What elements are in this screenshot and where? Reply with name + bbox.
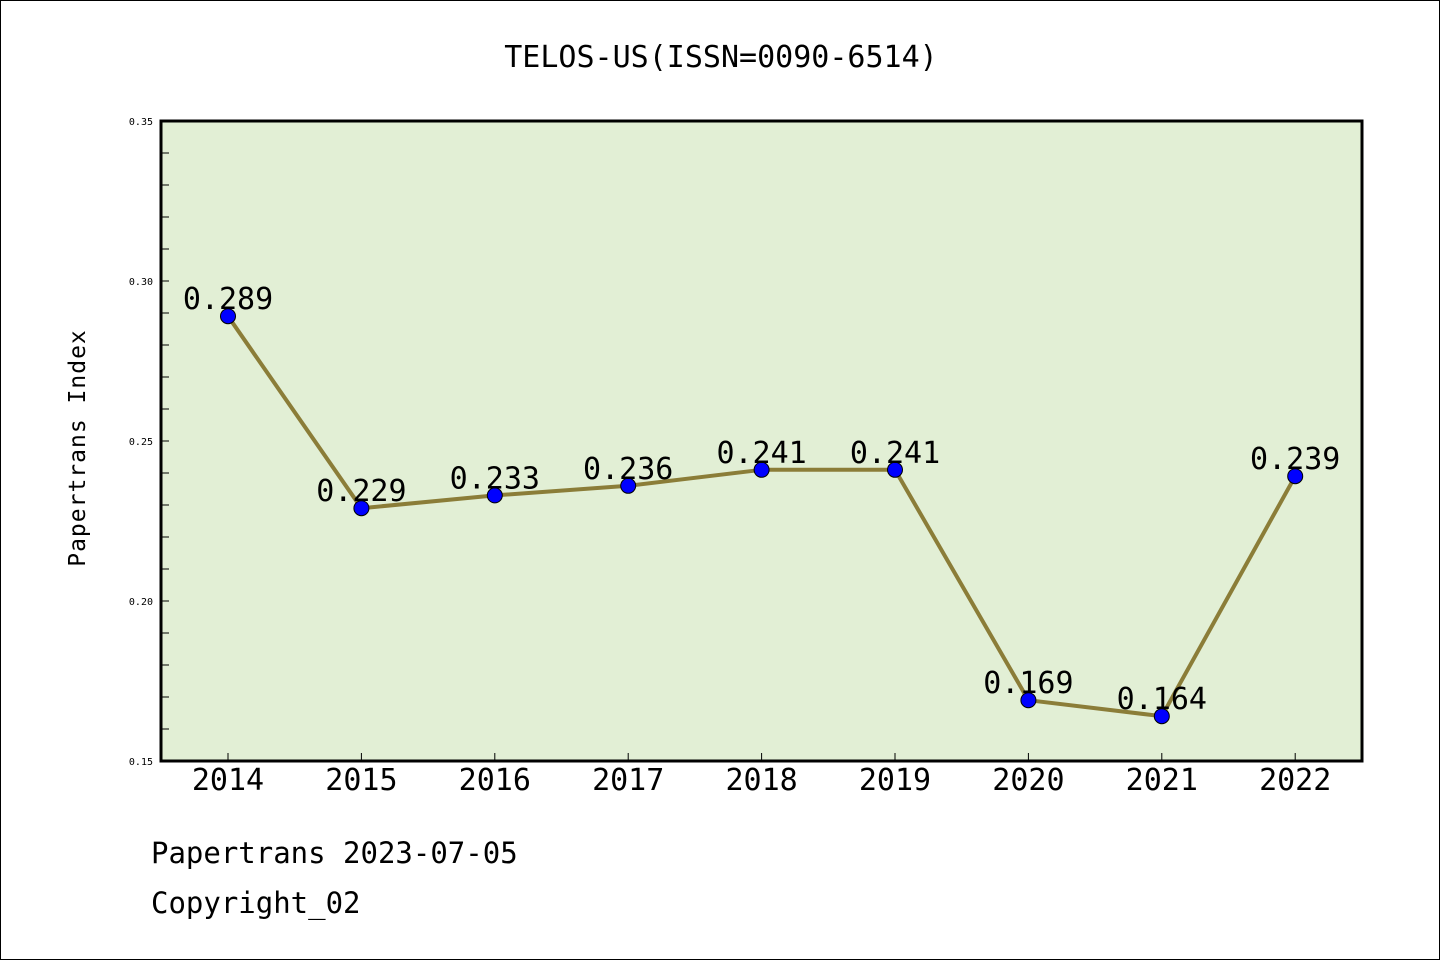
- x-tick-label: 2016: [459, 763, 531, 798]
- x-tick-label: 2019: [859, 763, 931, 798]
- x-tick-label: 2022: [1259, 763, 1331, 798]
- x-tick-label: 2018: [725, 763, 797, 798]
- data-labels: 0.289 0.229 0.233 0.236 0.241 0.241 0.169 0.164…: [183, 282, 1341, 717]
- data-label: 0.241: [716, 436, 806, 471]
- x-tick-label: 2020: [992, 763, 1064, 798]
- data-point: [353, 500, 370, 517]
- y-tick-label: 0.35: [129, 117, 153, 128]
- y-tick-label: 0.15: [129, 757, 153, 768]
- x-tick-label: 2021: [1126, 763, 1198, 798]
- y-tick-label: 0.30: [129, 277, 153, 288]
- x-tick-label: 2014: [192, 763, 264, 798]
- data-point: [887, 461, 903, 478]
- x-tick-label: 2015: [325, 763, 397, 798]
- footer-copyright: Copyright_02: [151, 886, 361, 920]
- footer-date: Papertrans 2023-07-05: [151, 836, 518, 870]
- data-label: 0.233: [450, 461, 540, 496]
- plot-area: [159, 119, 1364, 763]
- data-point: [486, 487, 503, 504]
- data-label: 0.239: [1250, 442, 1340, 477]
- data-label: 0.164: [1117, 682, 1207, 717]
- data-label: 0.241: [850, 436, 940, 471]
- data-point: [1020, 692, 1037, 709]
- series-markers: [220, 308, 1304, 725]
- data-label: 0.229: [316, 474, 406, 509]
- data-label: 0.289: [183, 282, 273, 317]
- y-axis-label: Papertrans Index: [65, 329, 91, 567]
- data-point: [1287, 468, 1304, 485]
- y-tick-label: 0.20: [129, 597, 153, 608]
- x-axis: 2014 2015 2016 2017 2018 2019 2020 2021 2022: [192, 753, 1331, 798]
- x-tick-label: 2017: [592, 763, 664, 798]
- y-tick-label: 0.25: [129, 437, 153, 448]
- y-axis: 0.15 0.20 0.25 0.30 0.35: [129, 117, 169, 768]
- data-point: [220, 308, 236, 325]
- data-label: 0.236: [583, 452, 673, 487]
- data-label: 0.169: [983, 666, 1073, 701]
- data-point: [1153, 708, 1170, 725]
- chart-title: TELOS-US(ISSN=0090-6514): [504, 40, 937, 75]
- data-point: [753, 461, 770, 478]
- data-point: [620, 477, 637, 494]
